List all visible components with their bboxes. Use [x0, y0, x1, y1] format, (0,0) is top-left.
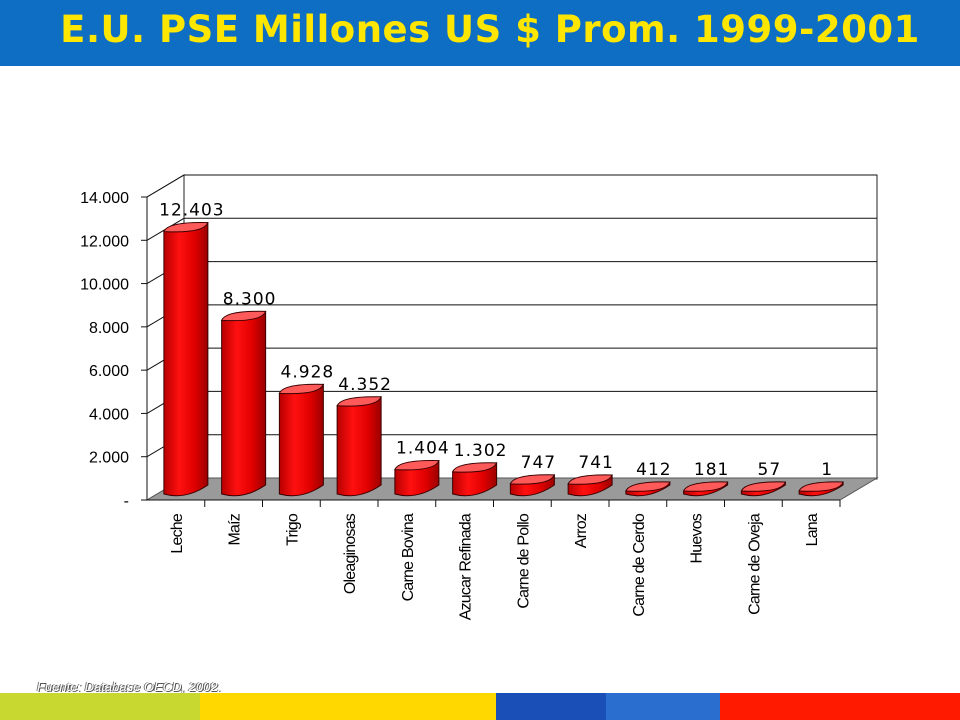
bar: 8.300 — [220, 289, 277, 497]
data-label: 1.404 — [396, 439, 450, 459]
bar-top — [798, 481, 844, 492]
bottom-bar-segment — [606, 693, 720, 720]
bar-top — [625, 481, 671, 492]
bottom-bar-segment — [496, 693, 606, 720]
data-label: 57 — [758, 460, 782, 480]
bar: 741 — [567, 453, 613, 497]
y-tick-label: 8.000 — [89, 320, 129, 337]
x-tick-label: Carne de Pollo — [515, 513, 532, 609]
y-tick-label: 10.000 — [80, 277, 129, 294]
x-tick-label: Lana — [804, 513, 821, 546]
y-axis: - 2.000 4.000 6.000 8.000 10.000 12.000 14.000 — [80, 190, 148, 510]
bar-body — [336, 396, 382, 497]
bottom-bar-segment — [200, 693, 496, 720]
bar-top — [336, 396, 382, 407]
bar-body — [163, 221, 209, 497]
x-tick-label: Carne Bovina — [400, 513, 417, 601]
bar: 57 — [740, 460, 787, 497]
x-tick-label: Oleaginosas — [342, 513, 359, 594]
bar: 412 — [625, 460, 671, 497]
data-label: 4.928 — [281, 362, 335, 382]
y-tick-label: 4.000 — [89, 406, 129, 423]
bar-top — [220, 310, 267, 322]
bottom-bar-segment — [0, 693, 200, 720]
data-label: 12.403 — [159, 201, 224, 221]
y-tick-label: - — [124, 493, 129, 510]
bar-top — [567, 474, 613, 485]
title-bar — [0, 0, 960, 66]
x-tick-label: Leche — [169, 513, 186, 553]
y-tick-label: 12.000 — [80, 233, 129, 250]
bar: 1.404 — [394, 439, 450, 497]
data-label: 8.300 — [223, 289, 277, 309]
bar: 181 — [682, 460, 729, 497]
data-label: 1.302 — [454, 441, 508, 461]
x-tick-label: Carne de Cerdo — [631, 513, 648, 617]
source-note: Fuente: Database OECD, 2002. — [37, 679, 222, 694]
y-tick-label: 6.000 — [89, 363, 129, 380]
x-tick-label: Maíz — [227, 513, 244, 545]
data-label: 1 — [821, 460, 833, 480]
x-tick-label: Azucar Refinada — [458, 513, 475, 620]
x-axis: Leche Maíz Trigo Oleaginosas Carne Bovina Azu… — [147, 499, 841, 620]
bar: 4.352 — [336, 375, 392, 497]
bar: 4.928 — [278, 362, 335, 497]
bar-body — [278, 383, 324, 497]
y-tick-label: 14.000 — [80, 190, 129, 207]
x-tick-label: Huevos — [689, 513, 706, 563]
bar-top — [163, 221, 209, 233]
bar: 1.302 — [451, 441, 508, 497]
bar-body — [221, 310, 267, 497]
x-tick-label: Trigo — [284, 513, 301, 546]
gridline — [146, 174, 877, 198]
bar: 12.403 — [159, 201, 224, 497]
x-tick-label: Carne de Oveja — [746, 513, 763, 615]
bottom-color-bar — [0, 693, 960, 720]
bar-top — [394, 460, 440, 471]
bar-top — [278, 383, 325, 395]
data-label: 747 — [521, 453, 556, 473]
bar: 1 — [798, 460, 844, 497]
y-tick-label: 2.000 — [89, 450, 129, 467]
bar: 747 — [509, 453, 556, 497]
bar-top — [509, 474, 556, 485]
data-label: 412 — [636, 460, 671, 480]
data-label: 4.352 — [338, 375, 392, 395]
data-label: 741 — [578, 453, 613, 473]
x-tick-label: Arroz — [573, 513, 590, 548]
bar-top — [682, 481, 729, 492]
bar-top — [451, 462, 498, 473]
bottom-bar-segment — [720, 693, 960, 720]
gridline — [146, 217, 877, 241]
bar-top — [740, 481, 787, 492]
page-title: E.U. PSE Millones US $ Prom. 1999-2001 — [60, 8, 920, 51]
data-label: 181 — [694, 460, 729, 480]
